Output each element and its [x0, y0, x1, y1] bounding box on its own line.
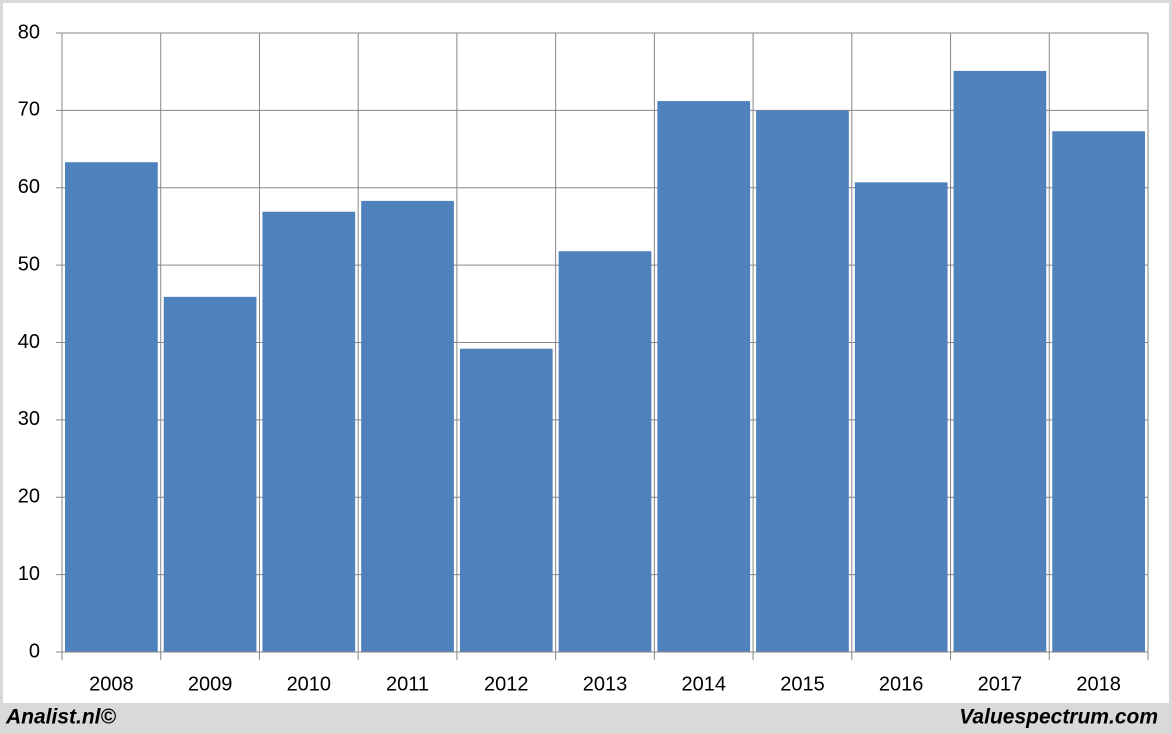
bar [953, 70, 1047, 652]
bar [558, 251, 652, 652]
x-tick-label: 2017 [978, 673, 1023, 695]
x-tick-label: 2013 [583, 673, 628, 695]
y-tick-label: 40 [18, 331, 40, 353]
x-tick-label: 2015 [780, 673, 825, 695]
bar [657, 101, 751, 653]
x-tick-label: 2012 [484, 673, 529, 695]
bar [65, 162, 158, 652]
bar [1052, 131, 1145, 653]
bar [163, 296, 257, 652]
y-tick-label: 30 [18, 408, 40, 430]
x-tick-label: 2008 [89, 673, 134, 695]
bar [756, 110, 849, 652]
bar [854, 182, 948, 653]
bar [361, 200, 454, 652]
x-tick-label: 2009 [188, 673, 233, 695]
x-tick-label: 2014 [681, 673, 726, 695]
x-tick-label: 2011 [386, 673, 429, 695]
bar [459, 348, 553, 652]
x-tick-label: 2010 [287, 673, 332, 695]
y-tick-label: 20 [18, 486, 40, 508]
y-tick-label: 50 [18, 253, 40, 275]
bar [262, 211, 356, 652]
y-tick-label: 0 [29, 640, 40, 662]
credit-right: Valuespectrum.com [959, 706, 1158, 729]
y-tick-label: 10 [18, 563, 40, 585]
y-tick-label: 70 [18, 99, 40, 121]
x-tick-label: 2016 [879, 673, 924, 695]
y-tick-label: 80 [18, 21, 40, 43]
y-tick-label: 60 [18, 176, 40, 198]
x-tick-label: 2018 [1076, 673, 1121, 695]
credit-left: Analist.nl© [5, 706, 117, 729]
